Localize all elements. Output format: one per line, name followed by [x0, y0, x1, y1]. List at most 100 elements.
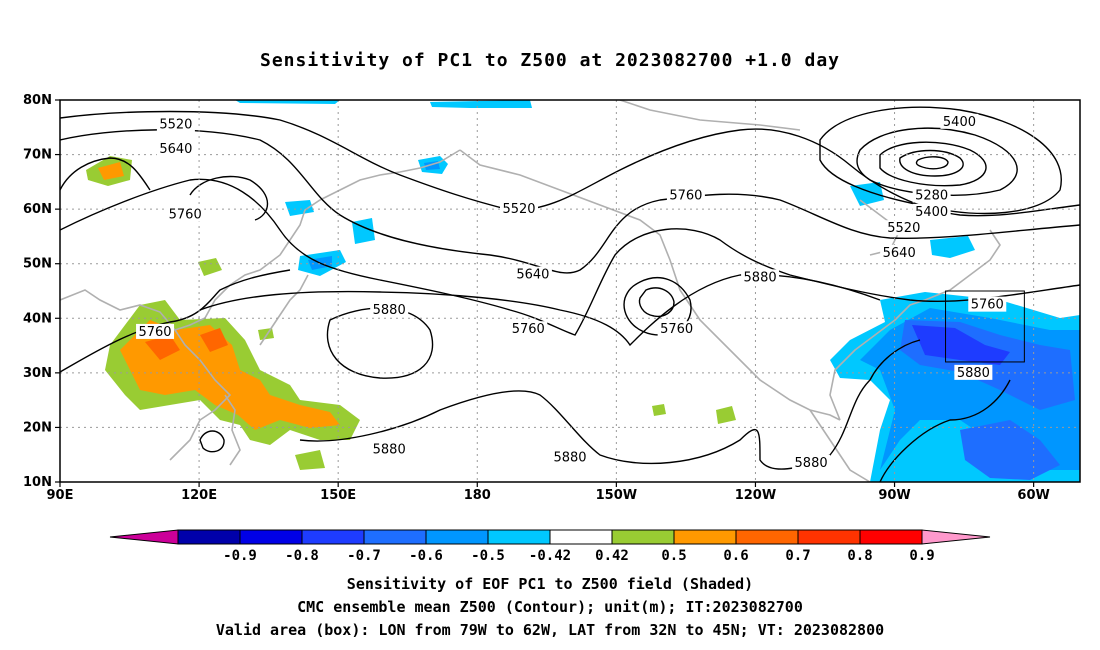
contour-label: 5760: [968, 296, 1007, 313]
colorbar-swatch: [735, 529, 799, 545]
positive-sensitivity-region: [200, 328, 228, 352]
contour-5280: [879, 141, 987, 187]
contour-5280: [915, 156, 949, 170]
sensitivity-map: 5520 5640 5760 5760 5880 5880 5520 5640 5760 5760…: [23, 93, 1081, 564]
colorbar-label: -0.6: [409, 548, 443, 564]
chart-title: Sensitivity of PC1 to Z500 at 2023082700…: [259, 50, 840, 71]
lat-label: 80N: [23, 93, 52, 108]
svg-text:5760: 5760: [971, 298, 1004, 313]
svg-text:5640: 5640: [516, 268, 549, 283]
colorbar-swatch: [611, 529, 675, 545]
contour-label: 5760: [657, 321, 696, 337]
svg-text:5880: 5880: [373, 442, 406, 457]
caption-contour: CMC ensemble mean Z500 (Contour); unit(m…: [297, 598, 803, 616]
contour-5280: [899, 149, 964, 177]
colorbar: -0.9 -0.8 -0.7 -0.6 -0.5 -0.42 0.42 0.5 0.6 0.7 0.…: [109, 529, 991, 564]
svg-text:5400: 5400: [943, 115, 976, 130]
colorbar-label: -0.7: [347, 548, 381, 564]
asia-coastline: [60, 149, 461, 331]
svg-text:5640: 5640: [883, 246, 916, 261]
contour-5280: [856, 127, 1018, 196]
lat-label: 50N: [23, 257, 52, 272]
contour-5880: [199, 430, 225, 453]
contour-label: 5880: [954, 364, 993, 381]
asia-coastline: [169, 329, 232, 461]
lat-label: 60N: [23, 202, 52, 217]
colorbar-swatch: [549, 529, 613, 545]
contour-label: 5760: [509, 321, 548, 337]
contour-5880: [879, 379, 1011, 482]
colorbar-swatch: [487, 529, 551, 545]
colorbar-swatch: [425, 529, 489, 545]
contour-label: 5400: [912, 203, 951, 220]
positive-sensitivity-region: [198, 258, 222, 276]
contour-label: 5880: [551, 449, 589, 465]
svg-text:5280: 5280: [915, 189, 948, 204]
contour-5760: [60, 269, 291, 373]
negative-sensitivity-region: [912, 325, 1010, 365]
contour-label: 5640: [513, 266, 552, 283]
svg-text:5880: 5880: [553, 450, 586, 465]
lon-label: 180: [464, 488, 491, 503]
colorbar-low-triangle: [109, 529, 179, 545]
colorbar-label: 0.9: [909, 548, 934, 564]
contour-label: 5280: [912, 187, 951, 204]
contour-label: 5520: [500, 201, 538, 217]
svg-text:5880: 5880: [795, 456, 828, 471]
lon-label: 90E: [47, 488, 74, 503]
contour-label: 5640: [156, 141, 195, 157]
colorbar-label: 0.42: [595, 548, 629, 564]
lon-label: 90W: [878, 488, 910, 503]
svg-text:5640: 5640: [159, 142, 192, 157]
contour-label: 5760: [136, 323, 175, 340]
lat-label: 70N: [23, 148, 52, 163]
colorbar-label: -0.42: [529, 548, 571, 564]
contour-5400: [819, 106, 1062, 215]
svg-text:5760: 5760: [169, 208, 202, 223]
positive-sensitivity-region: [652, 404, 666, 416]
colorbar-label: 0.5: [661, 548, 686, 564]
svg-text:5520: 5520: [502, 202, 535, 217]
svg-text:5760: 5760: [660, 322, 693, 337]
japan-coastline: [259, 274, 309, 346]
contour-5880: [299, 339, 921, 470]
colorbar-label: -0.8: [285, 548, 319, 564]
negative-sensitivity-region: [930, 236, 975, 258]
contour-label: 5640: [880, 244, 919, 261]
arctic-coastline: [619, 100, 801, 131]
positive-sensitivity-region: [145, 335, 180, 360]
svg-text:5520: 5520: [159, 118, 192, 133]
contour-label: 5880: [370, 302, 409, 318]
contour-label: 5880: [370, 441, 409, 457]
negative-sensitivity-region: [285, 200, 314, 216]
colorbar-swatch: [239, 529, 303, 545]
svg-text:5880: 5880: [373, 303, 406, 318]
lat-label: 40N: [23, 311, 52, 326]
contour-5520: [60, 157, 151, 191]
contour-5760: [60, 178, 1080, 336]
plot-frame: [59, 99, 1081, 483]
svg-text:5760: 5760: [138, 325, 171, 340]
lon-label: 120W: [735, 488, 776, 503]
colorbar-label: 0.6: [723, 548, 748, 564]
colorbar-label: -0.9: [223, 548, 257, 564]
colorbar-high-triangle: [921, 529, 991, 545]
svg-text:5520: 5520: [887, 221, 920, 236]
valid-area-box: [945, 290, 1025, 363]
caption-shaded: Sensitivity of EOF PC1 to Z500 field (Sh…: [346, 575, 754, 593]
colorbar-label: 0.7: [785, 548, 810, 564]
contour-5640: [189, 175, 269, 221]
svg-text:5880: 5880: [957, 366, 990, 381]
positive-sensitivity-region: [258, 328, 274, 340]
contour-label: 5400: [940, 113, 979, 130]
lat-label: 30N: [23, 366, 52, 381]
colorbar-label: 0.8: [847, 548, 872, 564]
lon-label: 150E: [320, 488, 356, 503]
colorbar-swatch: [301, 529, 365, 545]
philippines-coastline: [224, 394, 241, 466]
positive-sensitivity-region: [295, 450, 325, 470]
colorbar-swatch: [177, 529, 241, 545]
negative-sensitivity-region: [960, 420, 1060, 480]
colorbar-label: -0.5: [471, 548, 505, 564]
